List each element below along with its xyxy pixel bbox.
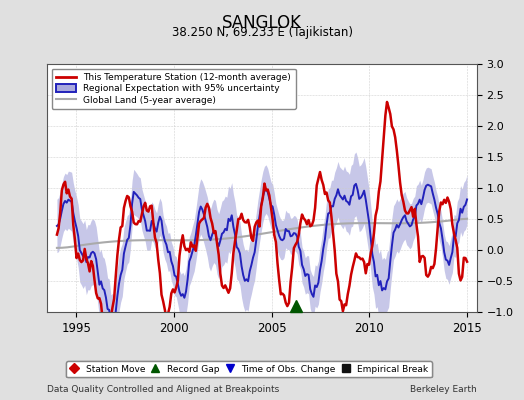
Text: Berkeley Earth: Berkeley Earth [410,385,477,394]
Text: Data Quality Controlled and Aligned at Breakpoints: Data Quality Controlled and Aligned at B… [47,385,279,394]
Legend: Station Move, Record Gap, Time of Obs. Change, Empirical Break: Station Move, Record Gap, Time of Obs. C… [66,361,432,377]
Text: 38.250 N, 69.233 E (Tajikistan): 38.250 N, 69.233 E (Tajikistan) [171,26,353,39]
Text: SANGLOK: SANGLOK [222,14,302,32]
